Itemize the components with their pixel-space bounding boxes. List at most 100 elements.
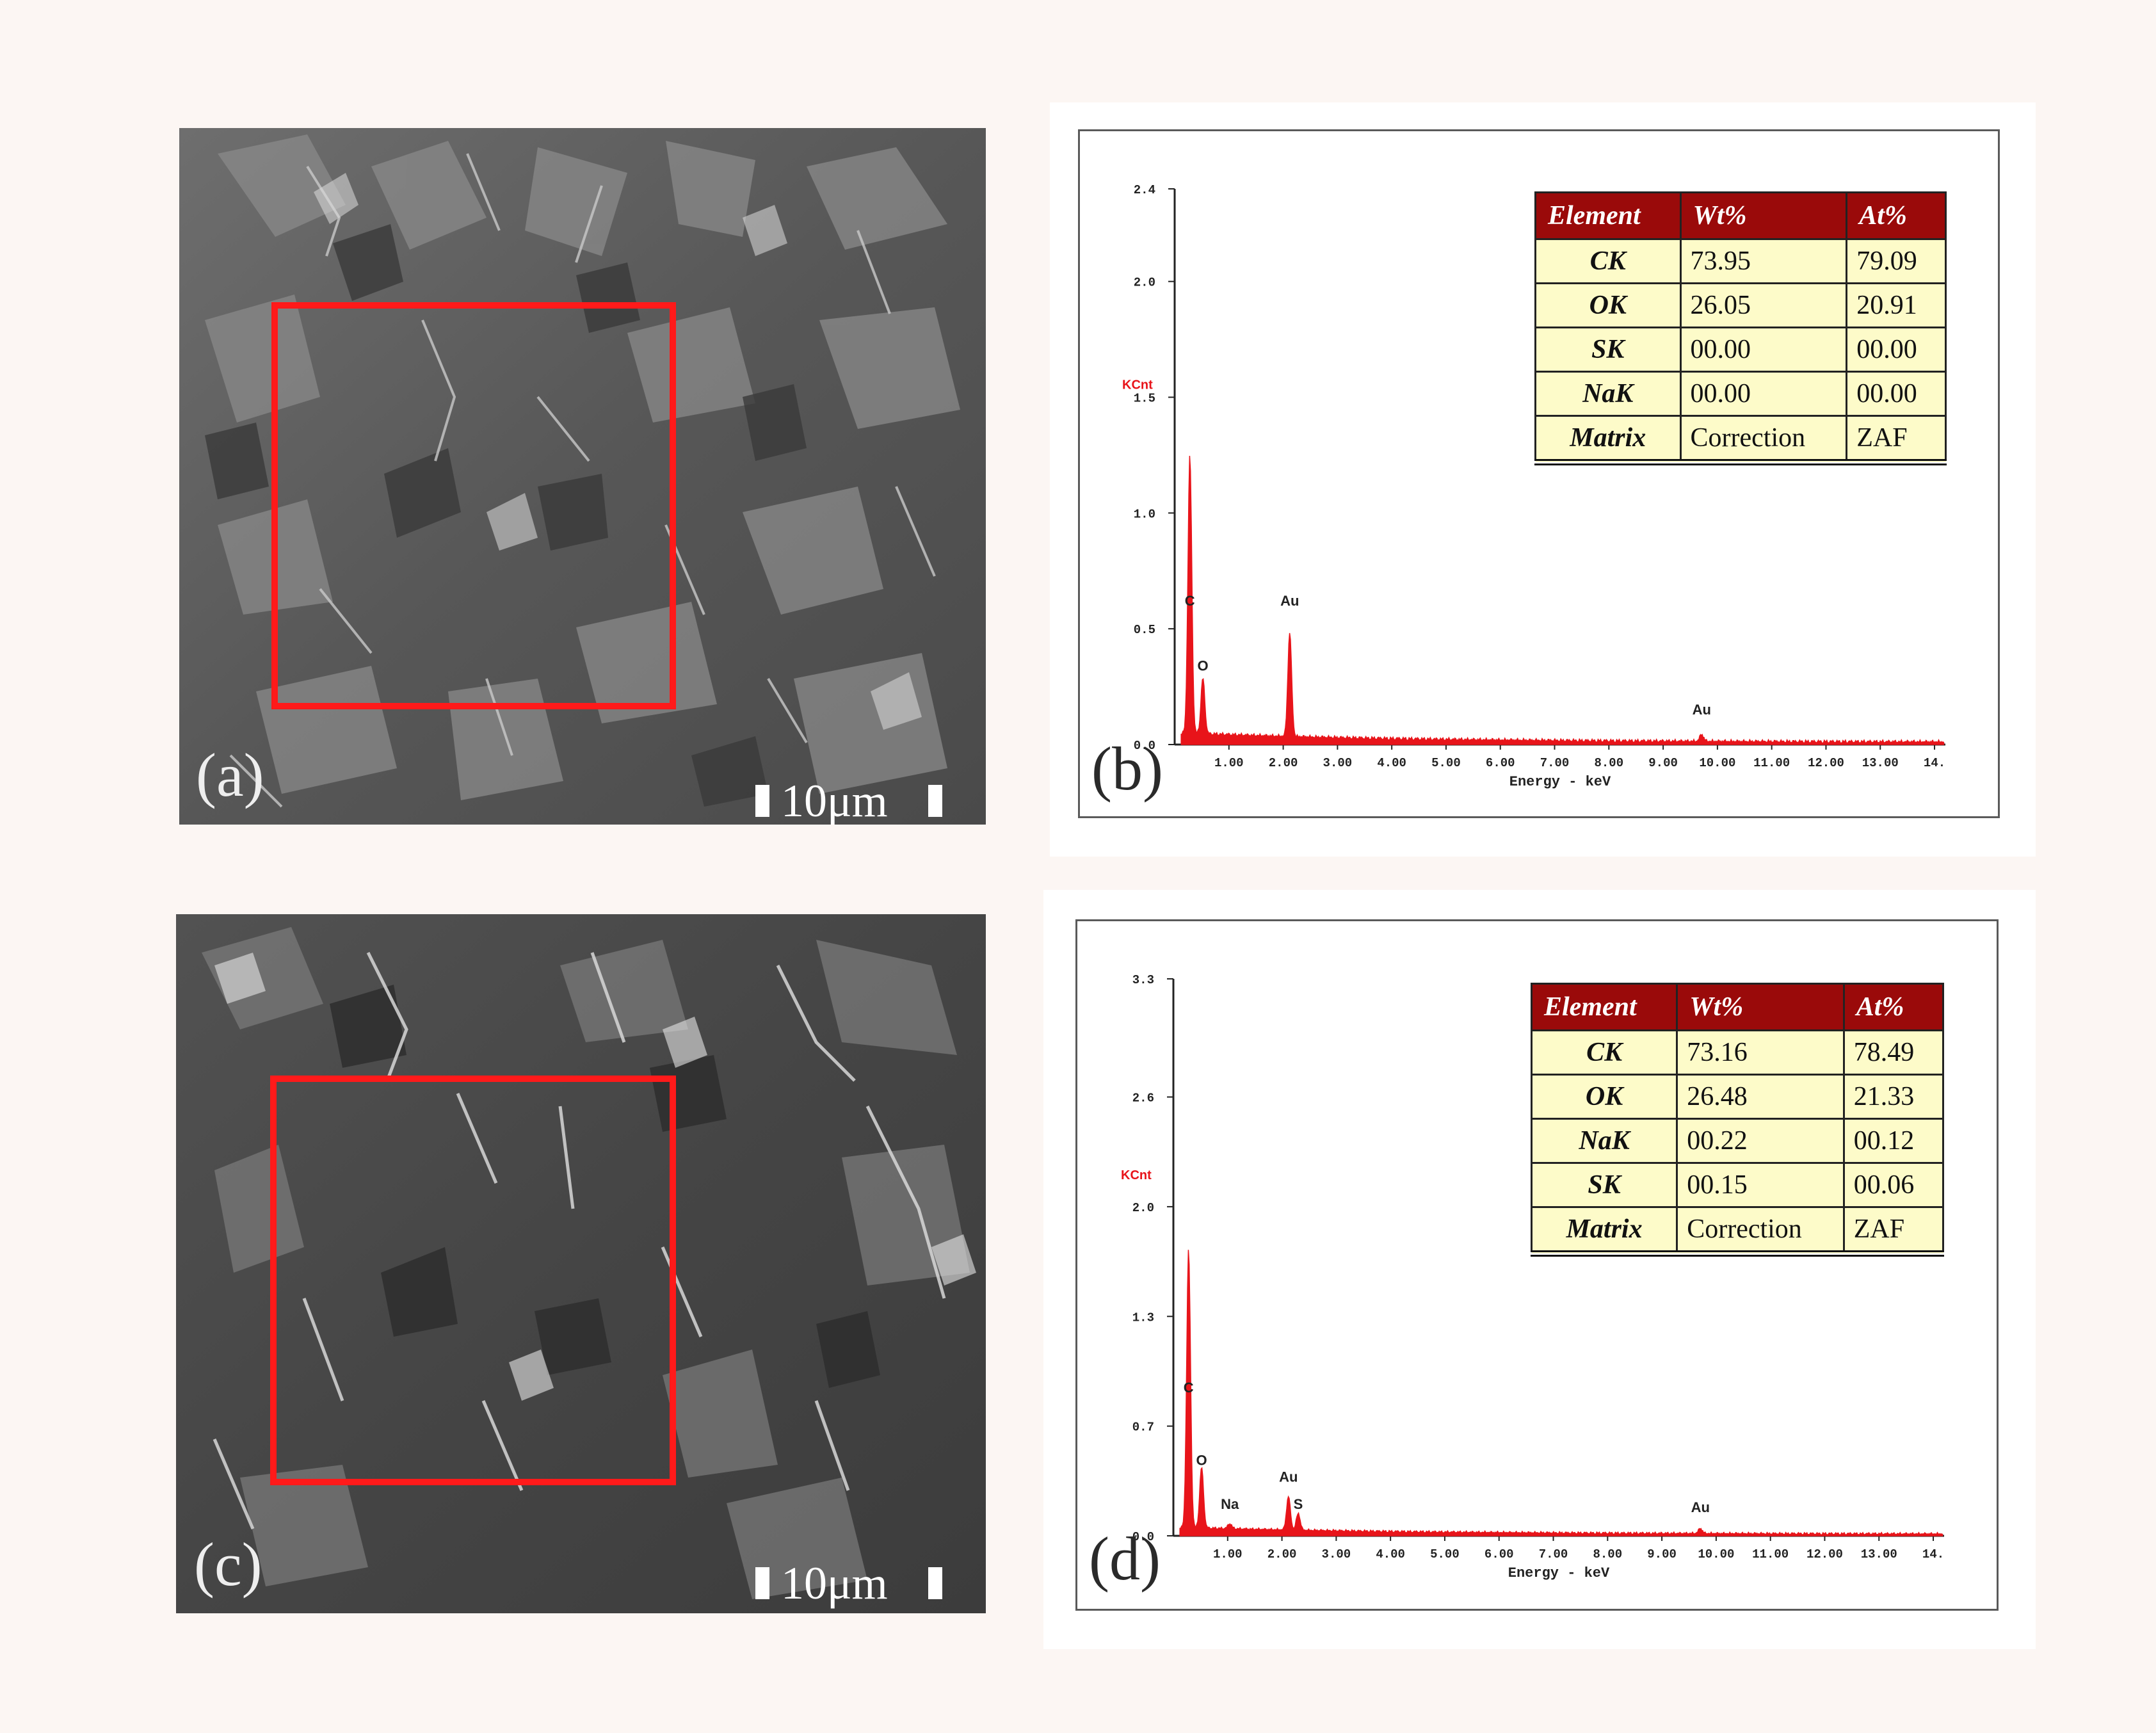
- x-tick-label: 2.00: [1269, 756, 1298, 770]
- peak-label: O: [1196, 1452, 1207, 1468]
- table-row: CK 73.95 79.09: [1534, 238, 1947, 284]
- cell-wt: 00.00: [1679, 371, 1848, 417]
- panel-label-a: (a): [196, 741, 264, 809]
- cell-wt: 00.00: [1679, 326, 1848, 373]
- cell-wt: Correction: [1679, 415, 1848, 463]
- scale-bar-cap-right: [928, 1567, 942, 1599]
- cell-wt: Correction: [1676, 1206, 1845, 1255]
- table-row: SK 00.00 00.00: [1534, 326, 1947, 373]
- cell-wt: 00.15: [1676, 1162, 1845, 1208]
- cell-at: 78.49: [1842, 1029, 1945, 1076]
- scale-bar-cap-left: [755, 1567, 769, 1599]
- x-axis-label: Energy - keV: [1508, 1565, 1610, 1581]
- table-row: NaK 00.00 00.00: [1534, 371, 1947, 417]
- header-element: Element: [1534, 191, 1682, 240]
- x-tick-label: 11.00: [1753, 756, 1790, 770]
- y-axis-label: KCnt: [1121, 1168, 1152, 1182]
- eds-panel-d: 0.0 0.7 1.3 2.0 2.6 3.3 1.00 2.00 3.00 4.00 5.00 6.…: [1043, 890, 2036, 1649]
- cell-at: 00.06: [1842, 1162, 1945, 1208]
- x-tick-label: 1.00: [1213, 1547, 1243, 1561]
- cell-wt: 26.05: [1679, 282, 1848, 328]
- x-tick-label: 6.00: [1484, 1547, 1514, 1561]
- cell-element: OK: [1530, 1074, 1678, 1120]
- cell-wt: 00.22: [1676, 1118, 1845, 1164]
- x-tick-label: 5.00: [1430, 1547, 1460, 1561]
- sem-texture-c: [176, 914, 986, 1613]
- x-tick-label: 4.00: [1376, 1547, 1405, 1561]
- x-tick-label: 13.00: [1862, 756, 1899, 770]
- cell-at: 21.33: [1842, 1074, 1945, 1120]
- y-tick-label: 2.0: [1134, 276, 1155, 290]
- x-tick-label: 6.00: [1486, 756, 1515, 770]
- cell-at: 00.12: [1842, 1118, 1945, 1164]
- y-tick-label: 0.0: [1132, 1530, 1154, 1544]
- roi-box-c: [270, 1076, 676, 1485]
- table-row: OK 26.48 21.33: [1530, 1074, 1945, 1120]
- x-tick-label: 2.00: [1267, 1547, 1297, 1561]
- cell-wt: 73.16: [1676, 1029, 1845, 1076]
- peak-label: Na: [1221, 1496, 1239, 1512]
- header-wt: Wt%: [1679, 191, 1848, 240]
- peak-label: C: [1184, 1380, 1194, 1396]
- eds-spectrum-b: 0.0 0.5 1.0 1.5 2.0 2.4 1.00 2.00 3.00 4.00 5.00 6.…: [1122, 183, 1945, 790]
- scale-bar-cap-right: [928, 785, 942, 817]
- cell-at: ZAF: [1846, 415, 1947, 463]
- cell-element: NaK: [1534, 371, 1682, 417]
- scale-bar-a: 10μm: [755, 775, 947, 825]
- spectrum-trace: [1180, 455, 1945, 745]
- cell-at: 20.91: [1846, 282, 1947, 328]
- y-axis-label: KCnt: [1122, 378, 1153, 392]
- x-axis-label: Energy - keV: [1509, 774, 1611, 790]
- x-tick-label: 10.00: [1698, 1547, 1734, 1561]
- cell-element: SK: [1530, 1162, 1678, 1208]
- y-tick-label: 0.7: [1132, 1421, 1154, 1435]
- cell-at: 00.00: [1846, 371, 1947, 417]
- y-tick-label: 0.5: [1134, 623, 1155, 637]
- table-row: OK 26.05 20.91: [1534, 282, 1947, 328]
- table-header-row: Element Wt% At%: [1534, 191, 1947, 240]
- scale-bar-cap-left: [755, 785, 769, 817]
- sem-image-c: (c) 10μm: [176, 914, 986, 1613]
- scale-bar-label-a: 10μm: [781, 775, 888, 825]
- composition-table-d: Element Wt% At% CK 73.16 78.49 OK 26.48 …: [1530, 983, 1945, 1257]
- x-tick-label: 3.00: [1323, 756, 1353, 770]
- table-row: Matrix Correction ZAF: [1534, 415, 1947, 463]
- x-tick-label: 4.00: [1377, 756, 1406, 770]
- eds-frame-d: 0.0 0.7 1.3 2.0 2.6 3.3 1.00 2.00 3.00 4.00 5.00 6.…: [1075, 919, 1999, 1611]
- x-tick-label: 3.00: [1322, 1547, 1351, 1561]
- x-tick-label: 12.00: [1806, 1547, 1843, 1561]
- cell-element: Matrix: [1534, 415, 1682, 463]
- x-tick-label: 7.00: [1540, 756, 1570, 770]
- y-tick-label: 1.5: [1134, 392, 1155, 406]
- header-at: At%: [1842, 983, 1945, 1031]
- eds-panel-b: 0.0 0.5 1.0 1.5 2.0 2.4 1.00 2.00 3.00 4.00 5.00 6.…: [1050, 102, 2036, 857]
- peak-label: O: [1198, 657, 1209, 673]
- x-tick-label: 13.00: [1861, 1547, 1897, 1561]
- scale-bar-label-c: 10μm: [781, 1558, 888, 1609]
- x-tick-label: 14.: [1924, 756, 1945, 770]
- x-tick-label: 8.00: [1593, 1547, 1623, 1561]
- header-element: Element: [1530, 983, 1678, 1031]
- composition-table-b: Element Wt% At% CK 73.95 79.09 OK 26.05 …: [1534, 191, 1947, 465]
- cell-element: OK: [1534, 282, 1682, 328]
- x-tick-label: 8.00: [1595, 756, 1624, 770]
- scale-bar-c: 10μm: [755, 1558, 947, 1609]
- header-at: At%: [1846, 191, 1947, 240]
- peak-label: Au: [1280, 593, 1299, 609]
- table-header-row: Element Wt% At%: [1530, 983, 1945, 1031]
- panel-label-c: (c): [194, 1530, 262, 1599]
- x-tick-label: 14.: [1922, 1547, 1944, 1561]
- y-tick-label: 1.0: [1134, 507, 1155, 521]
- header-wt: Wt%: [1676, 983, 1845, 1031]
- roi-box-a: [271, 302, 676, 709]
- peak-label: S: [1294, 1496, 1303, 1512]
- x-tick-label: 12.00: [1808, 756, 1844, 770]
- y-tick-label: 1.3: [1132, 1310, 1154, 1325]
- peak-label: Au: [1691, 1499, 1710, 1515]
- y-tick-label: 3.3: [1132, 973, 1154, 987]
- y-tick-label: 2.6: [1132, 1092, 1154, 1106]
- x-tick-label: 11.00: [1752, 1547, 1789, 1561]
- peak-label: Au: [1279, 1469, 1298, 1485]
- x-tick-label: 9.00: [1647, 1547, 1677, 1561]
- panel-label-b: (b): [1091, 734, 1163, 803]
